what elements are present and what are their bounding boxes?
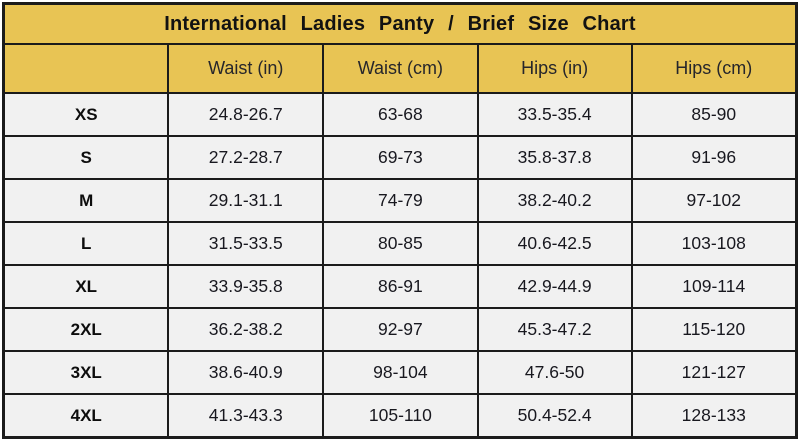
measurement-value: 35.8-37.8: [476, 135, 633, 180]
measurement-value: 29.1-31.1: [167, 178, 325, 223]
size-label: 4XL: [2, 393, 170, 439]
size-label: XL: [2, 264, 170, 309]
column-header-waist-cm: Waist (cm): [322, 43, 479, 94]
table-row: XS 24.8-26.7 63-68 33.5-35.4 85-90: [2, 92, 798, 137]
column-header-hips-in: Hips (in): [476, 43, 633, 94]
measurement-value: 38.6-40.9: [167, 350, 325, 395]
measurement-value: 36.2-38.2: [167, 307, 325, 352]
size-label: 2XL: [2, 307, 170, 352]
measurement-value: 33.9-35.8: [167, 264, 325, 309]
measurement-value: 24.8-26.7: [167, 92, 325, 137]
table-row: M 29.1-31.1 74-79 38.2-40.2 97-102: [2, 178, 798, 223]
column-header-size: [2, 43, 170, 94]
size-label: S: [2, 135, 170, 180]
measurement-value: 74-79: [322, 178, 479, 223]
measurement-value: 92-97: [322, 307, 479, 352]
column-header-waist-in: Waist (in): [167, 43, 325, 94]
table-row: 3XL 38.6-40.9 98-104 47.6-50 121-127: [2, 350, 798, 395]
measurement-value: 40.6-42.5: [476, 221, 633, 266]
size-label: M: [2, 178, 170, 223]
measurement-value: 41.3-43.3: [167, 393, 325, 439]
measurement-value: 50.4-52.4: [476, 393, 633, 439]
measurement-value: 42.9-44.9: [476, 264, 633, 309]
size-label: L: [2, 221, 170, 266]
chart-title: International Ladies Panty / Brief Size …: [2, 2, 798, 45]
measurement-value: 105-110: [322, 393, 479, 439]
measurement-value: 63-68: [322, 92, 479, 137]
table-row: 4XL 41.3-43.3 105-110 50.4-52.4 128-133: [2, 393, 798, 439]
column-header-hips-cm: Hips (cm): [630, 43, 798, 94]
measurement-value: 115-120: [630, 307, 798, 352]
table-row: 2XL 36.2-38.2 92-97 45.3-47.2 115-120: [2, 307, 798, 352]
size-label: 3XL: [2, 350, 170, 395]
measurement-value: 109-114: [630, 264, 798, 309]
measurement-value: 91-96: [630, 135, 798, 180]
measurement-value: 97-102: [630, 178, 798, 223]
measurement-value: 38.2-40.2: [476, 178, 633, 223]
measurement-value: 103-108: [630, 221, 798, 266]
measurement-value: 45.3-47.2: [476, 307, 633, 352]
measurement-value: 33.5-35.4: [476, 92, 633, 137]
table-row: S 27.2-28.7 69-73 35.8-37.8 91-96: [2, 135, 798, 180]
measurement-value: 47.6-50: [476, 350, 633, 395]
table-row: XL 33.9-35.8 86-91 42.9-44.9 109-114: [2, 264, 798, 309]
measurement-value: 86-91: [322, 264, 479, 309]
table-row: L 31.5-33.5 80-85 40.6-42.5 103-108: [2, 221, 798, 266]
measurement-value: 98-104: [322, 350, 479, 395]
table-body: XS 24.8-26.7 63-68 33.5-35.4 85-90 S 27.2-28.7…: [2, 92, 798, 439]
measurement-value: 121-127: [630, 350, 798, 395]
measurement-value: 85-90: [630, 92, 798, 137]
title-row: International Ladies Panty / Brief Size …: [2, 2, 798, 45]
measurement-value: 128-133: [630, 393, 798, 439]
measurement-value: 69-73: [322, 135, 479, 180]
column-header-row: Waist (in) Waist (cm) Hips (in) Hips (cm…: [2, 43, 798, 94]
measurement-value: 31.5-33.5: [167, 221, 325, 266]
measurement-value: 27.2-28.7: [167, 135, 325, 180]
measurement-value: 80-85: [322, 221, 479, 266]
size-label: XS: [2, 92, 170, 137]
